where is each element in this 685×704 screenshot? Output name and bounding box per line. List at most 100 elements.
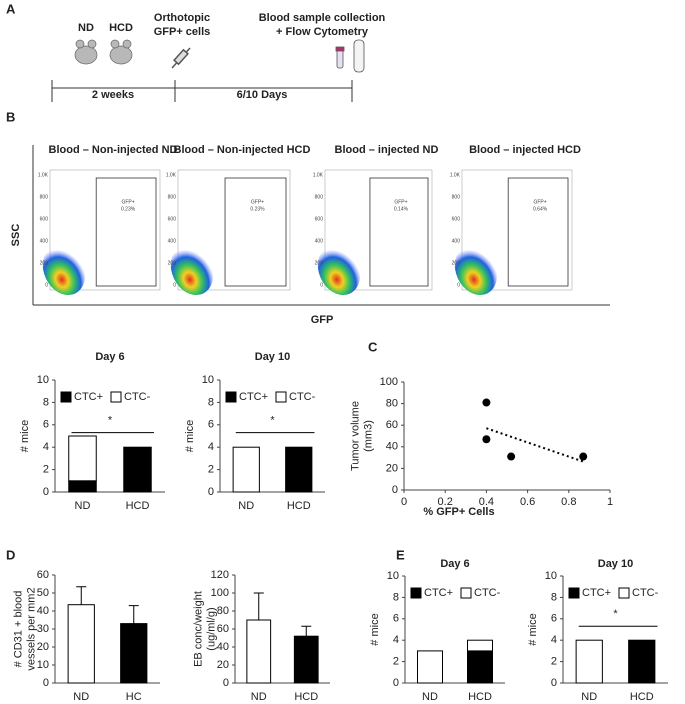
flow-ytick: 600	[168, 216, 177, 222]
x-tick-label: HCD	[630, 691, 654, 703]
y-tick-label: 80	[386, 398, 398, 410]
y-axis-label: vessels per mm2	[25, 587, 37, 670]
y-axis-label: # mice	[184, 420, 196, 452]
collection-label: + Flow Cytometry	[276, 26, 369, 38]
y-tick-label: 6	[208, 419, 214, 431]
y-tick-label: 0	[392, 484, 398, 496]
x-tick-label: ND	[238, 500, 254, 512]
y-tick-label: 40	[386, 441, 398, 453]
legend-label: CTC-	[474, 587, 501, 599]
panel-letter: C	[368, 339, 378, 354]
y-tick-label: 4	[208, 441, 214, 453]
gate-label: GFP+	[251, 199, 264, 205]
y-tick-label: 0	[393, 677, 399, 689]
x-tick-label: HCD	[294, 691, 318, 703]
y-tick-label: 2	[43, 464, 49, 476]
legend-label: CTC+	[582, 587, 611, 599]
flow-frame	[32, 145, 610, 306]
y-axis-label: # mice	[527, 613, 539, 645]
flow-title: Blood – Non-injected ND	[49, 144, 178, 156]
y-tick-label: 0	[43, 486, 49, 498]
legend-label: CTC+	[424, 587, 453, 599]
y-tick-label: 20	[217, 659, 229, 671]
gate-label: GFP+	[121, 199, 134, 205]
x-tick-label: 1	[607, 496, 613, 508]
x-tick-label: ND	[251, 691, 267, 703]
injection-label: Orthotopic	[154, 12, 210, 24]
significance-mark: *	[108, 415, 113, 427]
gate-label: GFP+	[533, 199, 546, 205]
flow-ytick: 1.0K	[313, 172, 324, 178]
bar	[120, 623, 148, 684]
legend-swatch	[60, 391, 72, 403]
flow-ytick: 400	[452, 238, 461, 244]
point	[482, 435, 491, 444]
y-tick-label: 100	[380, 376, 398, 388]
y-tick-label: 40	[37, 605, 49, 617]
x-tick-label: ND	[422, 691, 438, 703]
density-blob	[317, 244, 361, 296]
y-tick-label: 10	[387, 570, 399, 582]
y-tick-label: 8	[208, 396, 214, 408]
gate	[224, 177, 287, 287]
y-tick-label: 0	[551, 677, 557, 689]
x-tick-label: HC	[126, 691, 142, 703]
tube-icon	[335, 39, 365, 73]
gate-percent: 0.23%	[250, 206, 265, 212]
panel-letter: B	[6, 109, 15, 124]
y-axis-label: # mice	[19, 420, 31, 452]
point	[482, 398, 491, 407]
y-tick-label: 4	[393, 634, 399, 646]
x-axis-label: % GFP+ Cells	[423, 506, 494, 518]
y-tick-label: 40	[217, 641, 229, 653]
group-label: HCD	[109, 22, 133, 34]
y-axis-label: (mm3)	[362, 420, 374, 452]
gate	[507, 177, 569, 287]
gate	[369, 177, 429, 287]
y-tick-label: 50	[37, 587, 49, 599]
flow-ytick: 1.0K	[38, 172, 49, 178]
y-tick-label: 20	[37, 641, 49, 653]
flow-plot	[177, 169, 291, 291]
panel-letter: E	[396, 547, 405, 562]
trend-line	[486, 427, 584, 463]
gate-percent: 0.23%	[121, 206, 136, 212]
legend-swatch	[110, 391, 122, 403]
y-axis-label: EB conc/weight	[192, 591, 204, 667]
x-tick-label: 0.2	[438, 496, 453, 508]
bar-segment	[467, 650, 493, 684]
flow-xlabel: GFP	[311, 314, 334, 326]
flow-ytick: 800	[168, 194, 177, 200]
y-tick-label: 10	[37, 659, 49, 671]
gate-percent: 0.14%	[394, 206, 409, 212]
y-axis-label: (ug/ml/g)	[205, 607, 217, 650]
flow-plot	[324, 169, 433, 291]
bar-segment	[417, 650, 443, 684]
flow-ytick: 400	[168, 238, 177, 244]
legend-swatch	[568, 587, 580, 599]
legend-swatch	[410, 587, 422, 599]
y-tick-label: 60	[386, 419, 398, 431]
flow-ytick: 400	[315, 238, 324, 244]
x-tick-label: 0	[401, 496, 407, 508]
flow-title: Blood – injected HCD	[469, 144, 581, 156]
legend-label: CTC-	[632, 587, 659, 599]
y-tick-label: 120	[211, 569, 229, 581]
point	[579, 452, 588, 461]
period-label: 2 weeks	[92, 89, 134, 101]
y-tick-label: 6	[43, 419, 49, 431]
y-tick-label: 20	[386, 462, 398, 474]
point	[507, 452, 516, 461]
y-tick-label: 6	[551, 613, 557, 625]
y-tick-label: 4	[551, 634, 557, 646]
flow-ytick: 800	[315, 194, 324, 200]
legend-label: CTC-	[289, 391, 316, 403]
y-tick-label: 0	[208, 486, 214, 498]
x-tick-label: HCD	[126, 500, 150, 512]
bar-segment	[285, 446, 313, 493]
x-tick-label: ND	[75, 500, 91, 512]
gate-percent: 0.64%	[533, 206, 548, 212]
y-tick-label: 4	[43, 441, 49, 453]
y-tick-label: 6	[393, 613, 399, 625]
